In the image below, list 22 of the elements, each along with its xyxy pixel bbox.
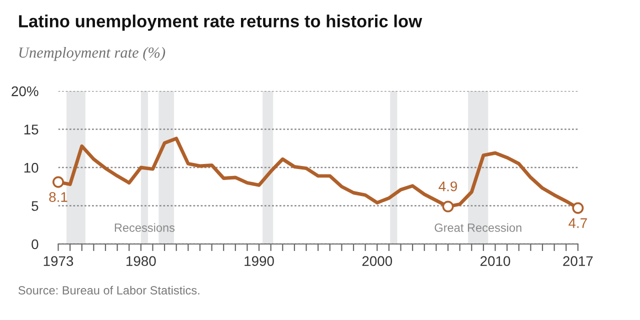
x-tick-label: 2010	[480, 256, 510, 266]
y-tick-label: 0	[32, 239, 38, 250]
point	[442, 200, 454, 212]
band-label: Recessions	[114, 223, 175, 232]
x-tick-label: 1980	[126, 256, 156, 266]
band-label: Great Recession	[434, 223, 522, 232]
point	[572, 202, 584, 214]
chart-subtitle: Unemployment rate (%)	[19, 47, 166, 61]
data-label: 4.9	[438, 181, 457, 192]
x-tick-label: 2000	[362, 256, 392, 266]
y-tick-label: 20%	[12, 86, 38, 96]
y-tick-label: 15	[24, 124, 38, 134]
y-tick-label: 10	[24, 162, 38, 173]
data-label: 8.1	[49, 192, 68, 202]
source-note: Source: Bureau of Labor Statistics.	[18, 286, 200, 295]
x-tick-label: 1990	[244, 256, 274, 266]
y-tick-label: 5	[32, 201, 38, 211]
chart-title: Latino unemployment rate returns to historic low	[19, 14, 422, 31]
data-label: 4.7	[568, 218, 587, 228]
x-tick-label: 2017	[563, 256, 593, 266]
x-tick-label: 1973	[44, 256, 74, 266]
point	[52, 176, 64, 188]
